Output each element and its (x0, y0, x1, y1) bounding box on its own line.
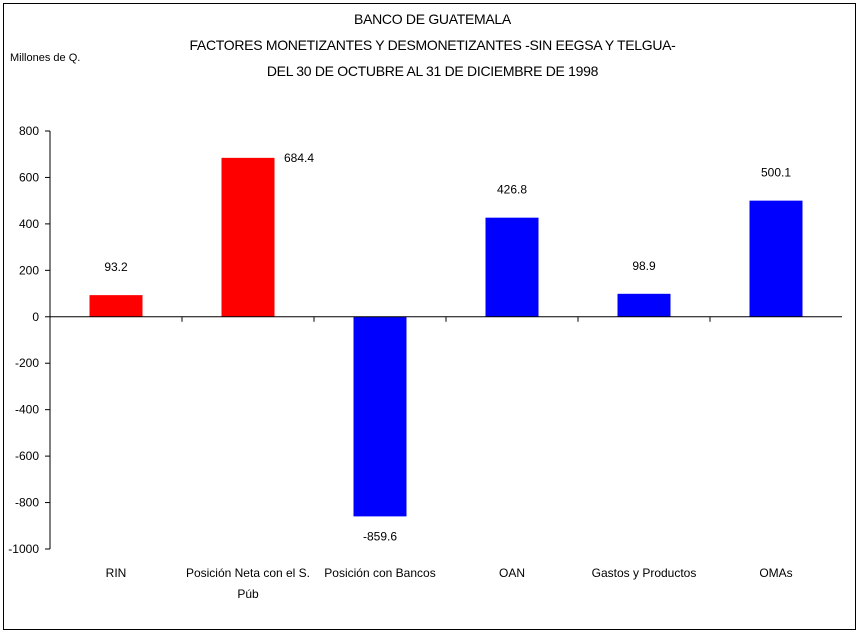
y-tick-label: 800 (19, 124, 39, 138)
plot-area: 800 600 400 200 0 -200 -400 -600 -800 -1000 93.2 68… (8, 124, 842, 601)
bar (485, 217, 539, 317)
x-category-label: Gastos y Productos (592, 566, 697, 580)
data-label: 93.2 (104, 260, 128, 274)
y-tick-label: -1000 (8, 542, 39, 556)
data-label: 426.8 (497, 183, 527, 197)
bar (617, 293, 671, 317)
y-tick-label: -600 (15, 449, 39, 463)
y-tick-label: 400 (19, 217, 39, 231)
x-category-label: RIN (106, 566, 127, 580)
y-axis-unit-label: Millones de Q. (10, 52, 81, 64)
bar (221, 157, 275, 317)
x-category-label: Púb (237, 587, 259, 601)
x-category-label: OMAs (759, 566, 792, 580)
bar (353, 316, 407, 517)
y-tick-label: 200 (19, 263, 39, 277)
chart-title-line-2: FACTORES MONETIZANTES Y DESMONETIZANTES … (189, 37, 676, 53)
y-tick-label: -200 (15, 356, 39, 370)
y-tick-label: -800 (15, 496, 39, 510)
y-tick-label: 600 (19, 170, 39, 184)
y-tick-label: -400 (15, 403, 39, 417)
data-label: 98.9 (632, 259, 656, 273)
data-label: 500.1 (761, 166, 791, 180)
bar (749, 200, 803, 317)
x-category-label: Posición con Bancos (324, 566, 435, 580)
chart-title-line-3: DEL 30 DE OCTUBRE AL 31 DE DICIEMBRE DE … (266, 63, 599, 79)
data-label: -859.6 (363, 529, 397, 543)
x-category-label: Posición Neta con el S. (186, 566, 310, 580)
y-tick-label: 0 (32, 310, 39, 324)
bar (89, 295, 143, 317)
chart-frame (3, 3, 856, 630)
x-category-label: OAN (499, 566, 525, 580)
data-label: 684.4 (284, 151, 314, 165)
chart-title-line-1: BANCO DE GUATEMALA (354, 11, 511, 27)
